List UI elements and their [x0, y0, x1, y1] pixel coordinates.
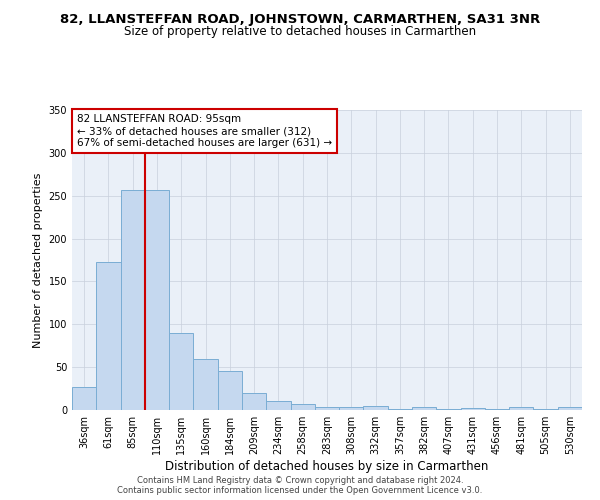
Bar	[315, 406, 339, 410]
Bar	[339, 408, 364, 410]
Bar	[169, 333, 193, 410]
Bar	[436, 409, 461, 410]
Bar	[242, 393, 266, 410]
Bar	[533, 409, 558, 410]
Bar	[96, 262, 121, 410]
Bar	[218, 372, 242, 410]
Text: 82, LLANSTEFFAN ROAD, JOHNSTOWN, CARMARTHEN, SA31 3NR: 82, LLANSTEFFAN ROAD, JOHNSTOWN, CARMART…	[60, 12, 540, 26]
X-axis label: Distribution of detached houses by size in Carmarthen: Distribution of detached houses by size …	[166, 460, 488, 473]
Bar	[364, 406, 388, 410]
Text: Contains public sector information licensed under the Open Government Licence v3: Contains public sector information licen…	[118, 486, 482, 495]
Bar	[121, 190, 145, 410]
Bar	[412, 406, 436, 410]
Bar	[193, 358, 218, 410]
Bar	[558, 408, 582, 410]
Bar	[485, 409, 509, 410]
Bar	[72, 387, 96, 410]
Text: Size of property relative to detached houses in Carmarthen: Size of property relative to detached ho…	[124, 25, 476, 38]
Bar	[290, 404, 315, 410]
Bar	[266, 402, 290, 410]
Bar	[388, 409, 412, 410]
Bar	[461, 408, 485, 410]
Text: 82 LLANSTEFFAN ROAD: 95sqm
← 33% of detached houses are smaller (312)
67% of sem: 82 LLANSTEFFAN ROAD: 95sqm ← 33% of deta…	[77, 114, 332, 148]
Text: Contains HM Land Registry data © Crown copyright and database right 2024.: Contains HM Land Registry data © Crown c…	[137, 476, 463, 485]
Y-axis label: Number of detached properties: Number of detached properties	[33, 172, 43, 348]
Bar	[509, 408, 533, 410]
Bar	[145, 190, 169, 410]
